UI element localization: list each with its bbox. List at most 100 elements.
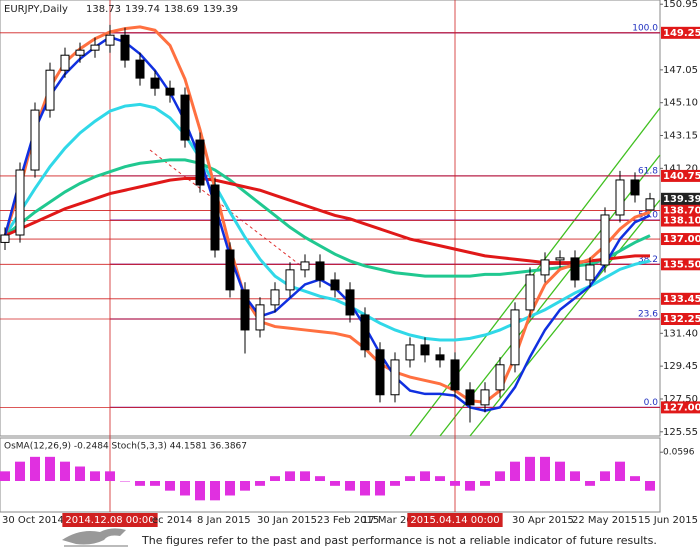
candle-body: [105, 34, 115, 46]
osma-bar: [300, 471, 310, 481]
level-label: 137.00: [663, 234, 700, 245]
candle-body: [360, 314, 370, 351]
candle-body: [420, 344, 430, 356]
osma-bar: [645, 481, 655, 491]
y-tick-label: 131.40: [663, 328, 698, 339]
level-label: 138.70: [663, 205, 700, 216]
candle-body: [45, 69, 55, 111]
osma-bar: [630, 476, 640, 481]
osma-bar: [195, 481, 205, 501]
osma-bar: [150, 481, 160, 486]
disclaimer: The figures refer to the past and past p…: [141, 534, 657, 547]
candle-body: [495, 364, 505, 391]
candle-body: [300, 261, 310, 271]
osma-bar: [165, 481, 175, 491]
level-label-bg: [661, 169, 700, 182]
ohlc-value: 138.73: [86, 4, 121, 15]
level-label-bg: [661, 401, 700, 414]
plot-layer: 100.061.850.038.223.60.0: [0, 0, 660, 512]
osma-bar: [180, 481, 190, 496]
osma-bar: [90, 471, 100, 481]
level-label-bg: [661, 292, 700, 305]
x-tick-label: 17 Mar 20: [362, 515, 413, 526]
x-tick-label: 22 May 2015: [572, 515, 637, 526]
candle-body: [450, 359, 460, 391]
osma-bar: [270, 476, 280, 481]
y-tick-label: 147.05: [663, 65, 698, 76]
marked-date-label: 2015.04.14 00:00: [410, 515, 499, 526]
candle-body: [0, 234, 10, 243]
osma-bar: [240, 481, 250, 491]
candle-body: [270, 289, 280, 306]
osma-bar: [525, 456, 535, 481]
level-label-bg: [661, 26, 700, 39]
ohlc-value: 138.69: [164, 4, 199, 15]
osma-bar: [225, 481, 235, 496]
candle-body: [375, 349, 385, 396]
osma-bar: [135, 481, 145, 486]
osma-tick-label: 0.0596: [663, 448, 695, 458]
osma-bar: [480, 481, 490, 486]
y-tick-label: 141.20: [663, 163, 698, 174]
osma-bar: [390, 481, 400, 486]
candle-body: [180, 94, 190, 141]
candle-body: [150, 77, 160, 89]
level-label: 135.50: [663, 259, 700, 270]
candle-body: [225, 249, 235, 291]
level-label-bg: [661, 233, 700, 246]
candle-body: [90, 44, 100, 51]
osma-bar: [360, 481, 370, 496]
osma-bar: [30, 456, 40, 481]
candle-body: [135, 59, 145, 79]
y-tick-label: 143.15: [663, 131, 698, 142]
candle-body: [390, 359, 400, 396]
osma-bar: [420, 471, 430, 481]
ohlc-value: 139.39: [203, 4, 238, 15]
trend-line: [149, 149, 301, 266]
level-label-bg: [661, 214, 700, 227]
candle-body: [165, 87, 175, 96]
y-tick-label: 129.45: [663, 361, 698, 372]
candle-body: [60, 54, 70, 71]
osma-bar: [585, 481, 595, 486]
candle-body: [405, 344, 415, 361]
ma-line: [3, 102, 651, 342]
level-label-bg: [661, 204, 700, 217]
y-tick-label: 150.95: [663, 0, 698, 10]
candle-body: [465, 389, 475, 406]
osma-bar: [615, 461, 625, 481]
candle-body: [525, 274, 535, 311]
level-label: 149.25: [663, 28, 700, 39]
osma-bar: [510, 461, 520, 481]
candle-body: [510, 309, 520, 366]
x-tick-label: 15 Jun 2015: [638, 515, 698, 526]
x-tick-label: 30 Jan 2015: [257, 515, 317, 526]
osma-bar: [45, 456, 55, 481]
candle-body: [30, 109, 40, 171]
logo: [62, 528, 128, 547]
candle-body: [555, 257, 565, 261]
candle-body: [480, 389, 490, 406]
osma-bar: [465, 481, 475, 491]
osma-bar: [120, 481, 130, 482]
candle-body: [540, 259, 550, 276]
chart-title: EURJPY,Daily: [4, 4, 68, 15]
candle-body: [195, 139, 205, 186]
y-tick-label: 125.55: [663, 427, 698, 438]
osma-bar: [105, 471, 115, 481]
ohlc-value: 139.74: [125, 4, 160, 15]
osma-bar: [60, 461, 70, 481]
x-tick-label: 23 Feb 2015: [317, 515, 379, 526]
marked-date-bg: [62, 513, 158, 527]
osma-bar: [540, 456, 550, 481]
marked-date-label: 2014.12.08 00:00: [65, 515, 154, 526]
osma-bar: [345, 481, 355, 491]
fibo-label: 61.8: [638, 166, 658, 176]
fibo-label: 0.0: [644, 398, 659, 408]
osma-bar: [285, 471, 295, 481]
osma-bar: [210, 481, 220, 501]
osma-bar: [375, 481, 385, 496]
level-label: 133.45: [663, 294, 700, 305]
